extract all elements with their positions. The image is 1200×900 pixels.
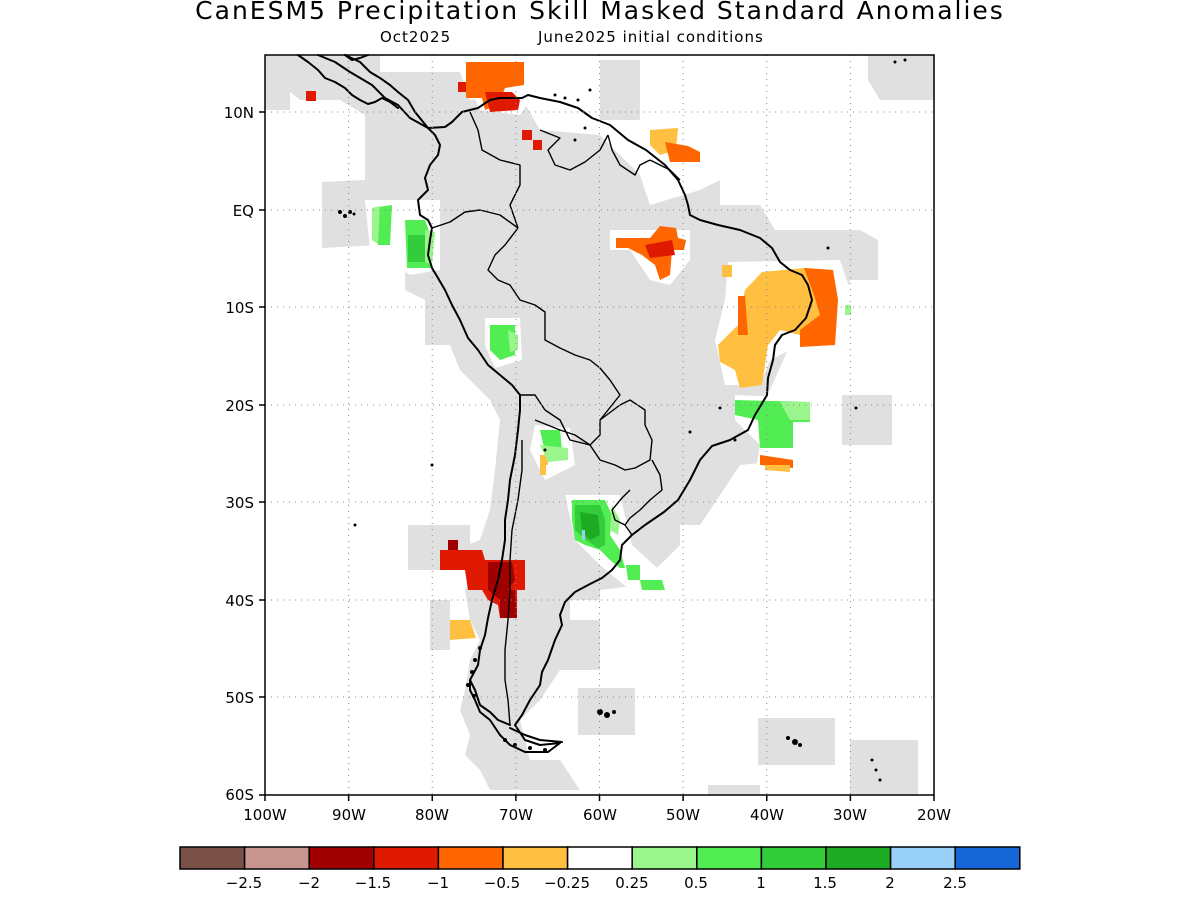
- lon-label: 30W: [833, 806, 867, 824]
- coastlines: [297, 54, 813, 753]
- border-colombia-venezuela: [469, 111, 521, 229]
- colorbar-box: [954, 846, 1021, 870]
- masked-area-pacific-south: [430, 600, 450, 650]
- lon-label: 70W: [499, 806, 533, 824]
- lon-label: 50W: [666, 806, 700, 824]
- colorbar-labels: −2.5 −2 −1.5 −1 −0.5 −0.25 0.25 0.5 1 1.…: [226, 874, 967, 892]
- colorbar-box: [696, 846, 763, 870]
- colorbar: [179, 846, 1021, 870]
- lat-label: 60S: [225, 786, 254, 804]
- colorbar-label: −2.5: [226, 874, 262, 892]
- colorbar-label: 2.5: [943, 874, 967, 892]
- colorbar-box: [889, 846, 956, 870]
- masked-area-falklands: [578, 688, 635, 735]
- lon-label: 100W: [243, 806, 287, 824]
- colorbar-box: [825, 846, 892, 870]
- islands: [338, 58, 907, 782]
- colorbar-label: −1.5: [355, 874, 391, 892]
- latitude-labels: 10N EQ 10S 20S 30S 40S 50S 60S: [224, 104, 254, 804]
- colorbar-box: [502, 846, 569, 870]
- anomaly-se-atlantic: [760, 455, 793, 468]
- lat-label: 10S: [225, 299, 254, 317]
- border-ecuador: [431, 209, 519, 229]
- colorbar-label: 1: [756, 874, 766, 892]
- colorbar-box: [566, 846, 633, 870]
- lon-label: 60W: [583, 806, 617, 824]
- forecast-month: Oct2025: [380, 28, 452, 46]
- colorbar-box: [760, 846, 827, 870]
- colorbar-box: [243, 846, 310, 870]
- lon-label: 20W: [917, 806, 951, 824]
- country-borders: [431, 111, 681, 726]
- anomaly-ne-brazil: [718, 268, 838, 388]
- border-paraguay: [589, 399, 653, 471]
- colorbar-label: 1.5: [813, 874, 837, 892]
- lat-label: 10N: [224, 104, 254, 122]
- anomaly-caribbean: [466, 62, 524, 110]
- south-america-coastline: [317, 54, 813, 753]
- lon-label: 90W: [332, 806, 366, 824]
- border-chile-argentina: [504, 440, 523, 726]
- anomaly-patagonia: [450, 620, 476, 640]
- masked-area-atlantic-ne: [868, 55, 935, 100]
- lat-label: 30S: [225, 494, 254, 512]
- border-uruguay: [624, 459, 663, 536]
- lat-label: EQ: [233, 202, 254, 220]
- colorbar-box: [373, 846, 440, 870]
- colorbar-label: −1: [427, 874, 449, 892]
- masked-area-atlantic-se: [842, 395, 892, 445]
- colorbar-box: [308, 846, 375, 870]
- lon-label: 80W: [415, 806, 449, 824]
- colorbar-label: −0.5: [484, 874, 520, 892]
- lon-label: 40W: [750, 806, 784, 824]
- galapagos-islands: [338, 210, 342, 214]
- initial-conditions: June2025 initial conditions: [538, 28, 764, 46]
- colorbar-label: 2: [885, 874, 895, 892]
- colorbar-box: [179, 846, 246, 870]
- masked-area-pacific-west: [265, 55, 290, 110]
- masked-area-drake: [708, 785, 760, 795]
- masked-area-carib-east: [600, 60, 640, 120]
- colorbar-label: −2: [298, 874, 320, 892]
- axis-ticks: [259, 111, 935, 801]
- colorbar-label: 0.25: [615, 874, 648, 892]
- masked-area-south-atlantic: [850, 740, 918, 795]
- lat-label: 40S: [225, 592, 254, 610]
- colorbar-label: −0.25: [544, 874, 590, 892]
- lat-label: 20S: [225, 397, 254, 415]
- border-argentina-bolivia: [534, 419, 591, 446]
- border-bolivia: [520, 394, 613, 446]
- map-title: CanESM5 Precipitation Skill Masked Stand…: [195, 0, 1005, 25]
- colorbar-label: 0.5: [684, 874, 708, 892]
- tierra-del-fuego-coastline: [509, 727, 563, 743]
- central-america-coastline: [297, 54, 399, 109]
- colorbar-box: [631, 846, 698, 870]
- lat-label: 50S: [225, 689, 254, 707]
- border-peru-brazil: [487, 227, 621, 406]
- longitude-labels: 100W 90W 80W 70W 60W 50W 40W 30W 20W: [243, 806, 951, 824]
- colorbar-box: [437, 846, 504, 870]
